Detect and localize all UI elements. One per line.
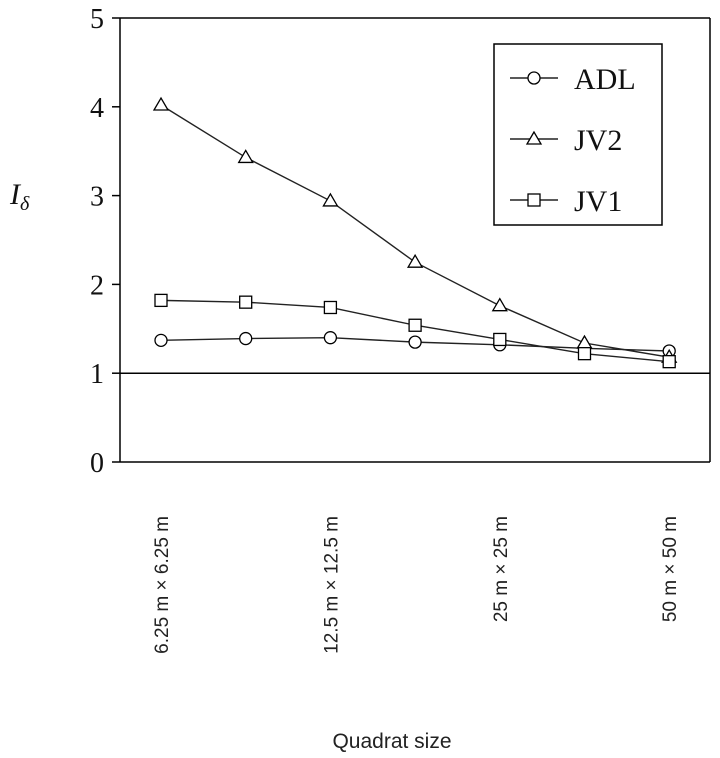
data-point-jv2: [491, 297, 508, 312]
data-point-adl: [408, 335, 422, 349]
data-point-jv2: [576, 334, 593, 349]
y-axis-title: Iδ: [9, 178, 30, 215]
x-tick-label: 6.25 m × 6.25 m: [152, 516, 173, 654]
series-adl: [154, 331, 676, 358]
data-point-jv2: [406, 253, 424, 268]
legend-label: ADL: [574, 63, 636, 96]
legend-item-adl: ADL: [510, 63, 636, 96]
series-group: [152, 96, 678, 369]
y-tick-label: 2: [90, 270, 104, 301]
y-tick-label: 5: [90, 4, 104, 35]
data-point-jv2: [152, 96, 170, 111]
series-jv1: [154, 293, 676, 369]
legend-box: [493, 43, 663, 226]
legend-marker: [527, 193, 541, 207]
data-point-jv1: [577, 347, 592, 361]
y-tick-label: 4: [90, 93, 104, 124]
data-point-adl: [239, 331, 253, 346]
data-point-adl: [323, 331, 338, 345]
y-tick-label: 0: [90, 448, 104, 479]
x-tick-label: 50 m × 50 m: [660, 516, 681, 622]
data-point-jv1: [493, 332, 507, 347]
data-point-jv1: [662, 355, 676, 369]
axes: 0 1 2 3 4 5 6.25 m × 6.25 m 12.5 m × 12.5 m 25 m…: [90, 4, 711, 654]
data-point-jv2: [322, 192, 339, 207]
x-tick-label: 25 m × 25 m: [491, 516, 512, 622]
y-tick-label: 3: [90, 182, 104, 213]
legend-marker: [525, 130, 543, 145]
legend-label: JV2: [574, 124, 622, 157]
data-point-jv1: [323, 300, 338, 315]
data-point-jv1: [408, 318, 422, 332]
y-axis-title-main: I: [9, 178, 22, 211]
x-tick-label: 12.5 m × 12.5 m: [321, 516, 342, 654]
data-point-jv1: [239, 295, 253, 309]
legend-label: JV1: [574, 185, 622, 218]
data-point-jv2: [237, 149, 254, 164]
legend-marker: [527, 71, 541, 85]
x-axis-title: Quadrat size: [332, 730, 451, 753]
legend: ADL JV2 JV1: [493, 43, 663, 226]
legend-item-jv2: JV2: [510, 124, 622, 157]
y-tick-label: 1: [90, 359, 104, 390]
data-point-jv1: [154, 293, 168, 308]
data-point-adl: [154, 333, 168, 347]
y-axis-title-subscript: δ: [20, 193, 30, 215]
legend-item-jv1: JV1: [510, 185, 622, 218]
